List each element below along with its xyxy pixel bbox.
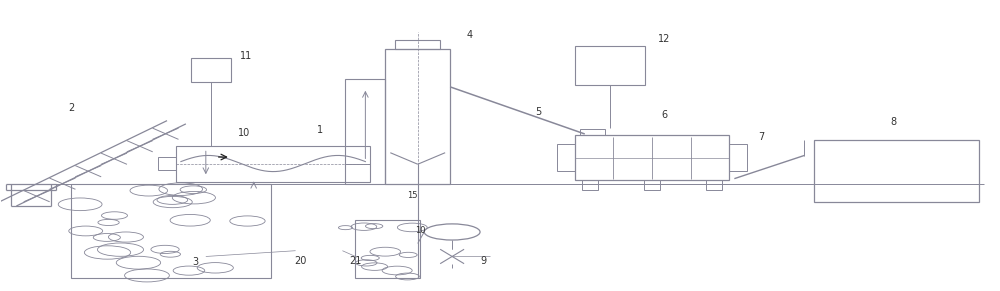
Bar xyxy=(580,129,605,135)
Text: 21: 21 xyxy=(349,256,362,266)
Bar xyxy=(729,144,747,171)
Text: 5: 5 xyxy=(535,107,541,117)
Bar xyxy=(575,46,645,85)
Text: 11: 11 xyxy=(240,51,252,61)
Bar xyxy=(582,180,598,190)
Bar xyxy=(176,146,370,182)
Bar xyxy=(385,49,450,184)
Bar xyxy=(575,135,729,180)
Text: 3: 3 xyxy=(193,257,199,267)
Bar xyxy=(644,180,660,190)
Text: 1: 1 xyxy=(317,125,324,135)
Text: 7: 7 xyxy=(758,132,764,142)
Bar xyxy=(158,157,176,170)
Bar xyxy=(557,144,575,171)
Bar xyxy=(345,79,385,184)
Text: 2: 2 xyxy=(68,103,74,113)
Bar xyxy=(395,40,440,49)
Text: 8: 8 xyxy=(891,118,897,127)
Bar xyxy=(814,140,979,202)
Bar xyxy=(71,184,271,278)
Text: 9: 9 xyxy=(480,256,486,266)
Text: 4: 4 xyxy=(467,29,473,40)
Bar xyxy=(355,221,420,278)
Text: 12: 12 xyxy=(658,34,671,44)
Text: 6: 6 xyxy=(661,110,668,120)
Text: 15: 15 xyxy=(407,191,417,200)
Bar xyxy=(191,58,231,82)
Text: 10: 10 xyxy=(238,127,250,138)
Bar xyxy=(706,180,722,190)
Text: 20: 20 xyxy=(294,256,307,266)
Text: 10: 10 xyxy=(415,226,425,235)
